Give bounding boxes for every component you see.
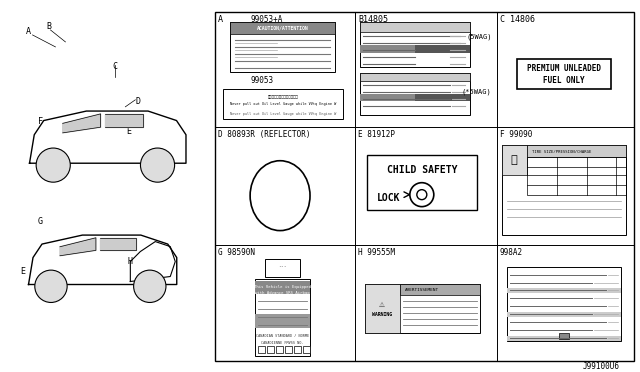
Text: E: E [20, 267, 25, 276]
Polygon shape [63, 114, 100, 133]
Text: C 14806: C 14806 [500, 16, 534, 25]
Bar [255, 279, 310, 356]
Text: Never pull out Oil Level Gauge while VVtq Engine W: Never pull out Oil Level Gauge while VVt… [230, 112, 336, 116]
Bar [360, 73, 470, 115]
Circle shape [35, 270, 67, 302]
Bar [415, 45, 470, 53]
Text: (*5WAG): (*5WAG) [462, 89, 492, 95]
Text: Never pull out Oil Level Gauge while VVtq Engine W: Never pull out Oil Level Gauge while VVt… [230, 102, 336, 106]
Text: CHILD SAFETY: CHILD SAFETY [387, 165, 457, 175]
Text: H: H [128, 257, 133, 266]
Text: G: G [38, 217, 43, 226]
Text: H 99555M: H 99555M [358, 248, 395, 257]
Bar [285, 346, 292, 353]
Polygon shape [106, 114, 143, 127]
Text: G 98590N: G 98590N [218, 248, 255, 257]
Text: ⚠: ⚠ [379, 299, 385, 310]
Bar [230, 22, 335, 34]
Text: This Vehicle is Equipped: This Vehicle is Equipped [254, 285, 311, 289]
Text: ---: --- [278, 264, 286, 269]
Ellipse shape [250, 161, 310, 231]
Bar [276, 346, 283, 353]
Bar [360, 22, 470, 32]
Bar [400, 283, 480, 295]
Bar [360, 22, 470, 67]
Bar [507, 289, 621, 294]
Text: with Advance SRS Airbag: with Advance SRS Airbag [255, 292, 310, 295]
Polygon shape [29, 111, 186, 163]
Bar [360, 73, 470, 81]
Bar [527, 157, 627, 195]
Bar [502, 145, 627, 235]
Text: F: F [38, 117, 43, 126]
Bar [502, 145, 527, 175]
Text: 99053+A: 99053+A [250, 16, 282, 25]
Bar [507, 336, 621, 341]
Bar [267, 346, 274, 353]
Circle shape [134, 270, 166, 302]
Text: D 80893R (REFLECTOR): D 80893R (REFLECTOR) [218, 130, 310, 139]
Text: 99053: 99053 [250, 76, 273, 85]
Circle shape [417, 190, 427, 200]
Text: TIRE SIZE/PRESSION/CHARGE: TIRE SIZE/PRESSION/CHARGE [532, 150, 591, 154]
Text: B14805: B14805 [358, 16, 388, 25]
Text: WARNING: WARNING [372, 312, 392, 317]
Text: C: C [113, 62, 118, 71]
Bar [507, 266, 621, 341]
Bar [230, 22, 335, 72]
Bar [258, 346, 265, 353]
Polygon shape [29, 235, 177, 285]
Bar [294, 346, 301, 353]
Text: CANADIAN STANDARD / NORME: CANADIAN STANDARD / NORME [256, 334, 309, 339]
Bar [223, 89, 343, 119]
Text: A: A [218, 16, 223, 25]
Bar [527, 145, 627, 157]
Bar [367, 155, 477, 210]
Bar [215, 12, 634, 361]
Text: CANADIENNE FMVSS NO.: CANADIENNE FMVSS NO. [261, 341, 304, 345]
Polygon shape [60, 238, 96, 256]
Text: LOCK: LOCK [377, 193, 401, 203]
Circle shape [140, 148, 175, 182]
Bar [507, 312, 621, 317]
Text: B: B [46, 22, 51, 32]
Text: A: A [26, 28, 31, 36]
Text: 998A2: 998A2 [500, 248, 523, 257]
Text: E: E [126, 127, 131, 136]
Bar [360, 45, 470, 53]
Circle shape [410, 183, 434, 206]
Bar [559, 333, 568, 339]
Text: PREMIUM UNLEADED: PREMIUM UNLEADED [527, 64, 601, 73]
Text: AVERTISSEMENT: AVERTISSEMENT [405, 289, 439, 292]
Bar [360, 94, 470, 101]
Text: エンジンオイルレベルゲージ: エンジンオイルレベルゲージ [268, 95, 298, 99]
Bar [303, 346, 310, 353]
Polygon shape [100, 238, 136, 250]
Bar [516, 59, 611, 89]
Text: (5WAG): (5WAG) [466, 34, 492, 40]
Text: 🔧: 🔧 [510, 155, 517, 165]
Bar [255, 280, 310, 295]
Bar [255, 314, 310, 328]
Text: E 81912P: E 81912P [358, 130, 395, 139]
Text: D: D [136, 97, 141, 106]
Text: FUEL ONLY: FUEL ONLY [543, 76, 585, 85]
Bar [365, 283, 400, 333]
Text: J99100U6: J99100U6 [582, 362, 620, 371]
Polygon shape [131, 241, 175, 282]
Text: F 99090: F 99090 [500, 130, 532, 139]
Bar [365, 283, 480, 333]
Bar [415, 94, 470, 101]
Text: ACAUTION/ATTENTION: ACAUTION/ATTENTION [257, 25, 308, 31]
Circle shape [36, 148, 70, 182]
Bar [265, 259, 300, 276]
